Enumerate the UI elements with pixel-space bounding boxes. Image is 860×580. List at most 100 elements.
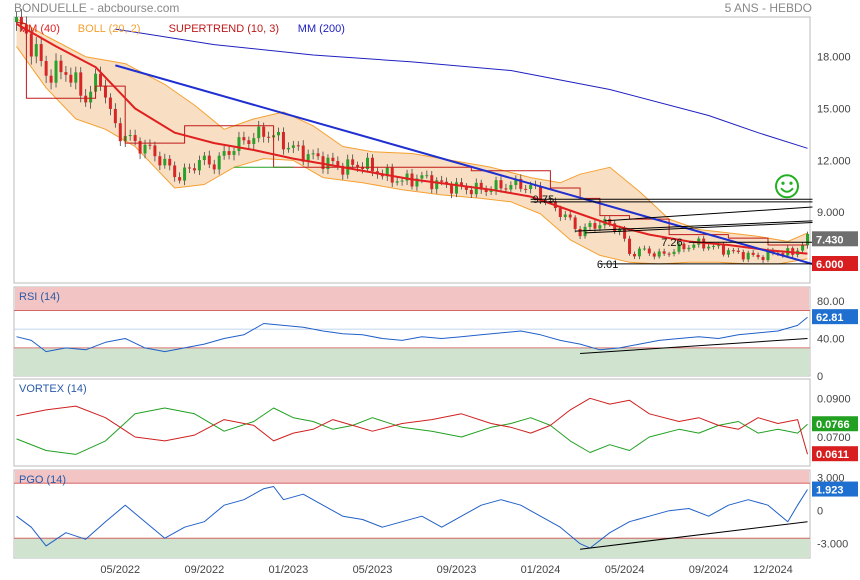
candle-body bbox=[138, 140, 142, 154]
candle-body bbox=[687, 247, 691, 250]
x-axis-tick: 05/2023 bbox=[353, 564, 393, 576]
candle-body bbox=[667, 253, 671, 255]
price-value-badge-bg bbox=[812, 231, 858, 247]
candle-body bbox=[252, 138, 256, 145]
pgo-value-badge: 1.923 bbox=[812, 481, 858, 497]
candle-body bbox=[69, 74, 73, 83]
candle-body bbox=[301, 145, 305, 162]
candle-body bbox=[267, 136, 271, 138]
candle-body bbox=[291, 145, 295, 148]
candle-body bbox=[662, 251, 666, 254]
candle-body bbox=[163, 158, 167, 166]
candle-body bbox=[49, 75, 53, 83]
candle-body bbox=[642, 248, 646, 250]
vortex-value-badge-text: 0.0766 bbox=[816, 419, 850, 431]
candle-body bbox=[766, 250, 770, 261]
candle-body bbox=[99, 73, 103, 86]
support-line bbox=[604, 206, 813, 222]
candle-body bbox=[672, 251, 676, 254]
candle-body bbox=[227, 151, 231, 155]
candle-body bbox=[593, 223, 597, 229]
candle-body bbox=[801, 245, 805, 251]
candle-body bbox=[341, 165, 345, 175]
candle-body bbox=[514, 178, 518, 186]
vortex-panel-title: VORTEX (14) bbox=[19, 383, 87, 395]
candle-body bbox=[781, 253, 785, 256]
candle-body bbox=[420, 175, 424, 179]
candle-body bbox=[207, 155, 211, 165]
candle-body bbox=[494, 180, 498, 191]
candle-body bbox=[79, 72, 83, 96]
candle-body bbox=[281, 131, 285, 150]
bollinger-lower-line bbox=[16, 46, 808, 265]
vortex-value-badge: 0.0611 bbox=[812, 446, 858, 462]
smiley-icon bbox=[775, 174, 799, 199]
pgo-panel-title: PGO (14) bbox=[19, 474, 66, 486]
candle-body bbox=[469, 189, 473, 195]
candle-body bbox=[29, 33, 33, 57]
support-line bbox=[585, 222, 813, 234]
candle-body bbox=[623, 228, 627, 239]
candle-body bbox=[751, 252, 755, 255]
candle-body bbox=[173, 165, 177, 178]
candle-body bbox=[400, 180, 404, 182]
pgo-value-badge-text: 1.923 bbox=[816, 485, 844, 497]
candle-body bbox=[356, 164, 360, 167]
vortex-value-badge-text: 0.0611 bbox=[816, 449, 849, 461]
candle-body bbox=[598, 225, 602, 229]
supertrend-line bbox=[16, 21, 808, 246]
candle-body bbox=[657, 251, 661, 257]
price-legend-item: MM (40) bbox=[19, 23, 60, 35]
pgo-value-badge-bg bbox=[812, 481, 858, 497]
price-y-tick: 15.000 bbox=[817, 104, 851, 116]
candle-body bbox=[524, 188, 528, 190]
rsi-value-badge-text: 62.81 bbox=[816, 312, 844, 324]
candle-body bbox=[637, 248, 641, 257]
candle-body bbox=[222, 151, 226, 156]
candle-body bbox=[108, 97, 112, 109]
candle-body bbox=[519, 178, 523, 189]
candle-body bbox=[237, 137, 241, 152]
vortex-y-tick: 0.0900 bbox=[817, 393, 851, 405]
x-axis-tick: 12/2024 bbox=[753, 564, 793, 576]
candle-body bbox=[746, 252, 750, 260]
candle-body bbox=[118, 123, 122, 142]
candle-body bbox=[286, 147, 290, 150]
candle-body bbox=[721, 245, 725, 255]
candle-body bbox=[771, 250, 775, 253]
candle-body bbox=[311, 153, 315, 155]
candle-body bbox=[558, 208, 562, 218]
candle-body bbox=[731, 250, 735, 252]
rsi-y-tick: 40.00 bbox=[817, 334, 845, 346]
candle-body bbox=[756, 254, 760, 258]
level-annotation: 6.01 bbox=[597, 259, 618, 271]
candle-body bbox=[74, 72, 78, 83]
candle-body bbox=[682, 243, 686, 250]
candle-body bbox=[613, 223, 617, 232]
candle-body bbox=[543, 200, 547, 202]
candle-body bbox=[148, 144, 152, 146]
candle-body bbox=[247, 140, 251, 145]
smiley-eye bbox=[781, 181, 785, 185]
candle-body bbox=[459, 182, 463, 186]
candle-body bbox=[588, 223, 592, 227]
support-line bbox=[575, 220, 813, 232]
rsi-series-line bbox=[16, 316, 808, 353]
pgo-y-tick: -3.000 bbox=[817, 539, 848, 551]
candle-body bbox=[89, 91, 93, 103]
candle-body bbox=[153, 145, 157, 157]
rsi-y-tick: 0 bbox=[817, 371, 823, 383]
candle-body bbox=[380, 174, 384, 177]
candle-body bbox=[188, 167, 192, 169]
candle-body bbox=[64, 72, 68, 75]
candle-body bbox=[39, 44, 43, 62]
mm200-line bbox=[115, 28, 808, 149]
price-value-badge-bg bbox=[812, 256, 858, 271]
smiley-eye bbox=[789, 181, 793, 185]
candle-body bbox=[351, 159, 355, 165]
price-y-tick: 12.000 bbox=[817, 155, 851, 167]
candle-body bbox=[509, 185, 513, 190]
candle-body bbox=[242, 137, 246, 141]
rsi-trend-line bbox=[580, 338, 808, 355]
candle-body bbox=[277, 131, 281, 136]
